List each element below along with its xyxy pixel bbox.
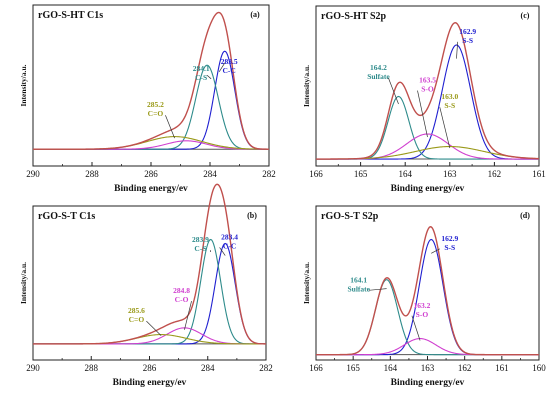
peak-arrow (456, 41, 458, 59)
component-peak (316, 44, 539, 160)
y-axis-label: Intensity/a.u. (302, 262, 311, 304)
x-tick-label: 290 (26, 169, 40, 179)
x-tick-label: 282 (259, 363, 273, 373)
peak-label-bond: C-C (223, 241, 236, 250)
y-axis-label: Intensity/a.u. (302, 65, 311, 107)
peak-arrow (368, 288, 387, 291)
x-tick-label: 162 (488, 169, 502, 179)
x-axis-label: Binding energy/ev (391, 378, 465, 388)
peak-label-bond: C-S (195, 73, 207, 82)
component-peak (33, 334, 266, 345)
envelope-curve (33, 11, 270, 150)
peak-arrow (219, 247, 226, 256)
peak-label-value: 285.6 (128, 306, 145, 315)
peak-label-value: 164.1 (350, 275, 367, 284)
x-tick-label: 166 (309, 169, 323, 179)
peak-label-bond: C=O (148, 109, 164, 118)
panel-letter: (c) (521, 11, 530, 20)
x-tick-label: 164 (398, 169, 412, 179)
peak-arrow (184, 300, 192, 330)
peak-arrow (411, 315, 421, 341)
peak-label-bond: S-S (444, 101, 455, 110)
peak-label-value: 163.0 (441, 92, 458, 101)
x-tick-label: 288 (85, 169, 99, 179)
x-axis-label: Binding energy/ev (391, 184, 465, 194)
peak-label-bond: S-O (416, 310, 429, 319)
peak-label-value: 283.5 (221, 57, 238, 66)
envelope-curve (316, 21, 540, 160)
x-tick-label: 160 (532, 363, 546, 373)
x-tick-label: 163 (421, 363, 435, 373)
x-tick-label: 165 (354, 169, 368, 179)
panel-title: rGO-S-T S2p (321, 211, 379, 222)
y-axis-label: Intensity/a.u. (19, 64, 28, 106)
peak-label-bond: C-C (223, 66, 236, 75)
panel-title: rGO-S-HT S2p (321, 11, 387, 22)
peak-arrow (218, 62, 226, 72)
component-peak (316, 95, 539, 160)
peak-label-value: 285.2 (147, 100, 164, 109)
peak-label-value: 163.5 (419, 76, 436, 85)
envelope-curve (33, 183, 267, 345)
peak-arrow (417, 90, 428, 138)
x-tick-label: 166 (309, 363, 323, 373)
panel-title: rGO-S-HT C1s (38, 10, 103, 21)
panel-letter: (b) (247, 211, 257, 220)
x-tick-label: 288 (85, 363, 99, 373)
x-tick-label: 161 (532, 169, 546, 179)
x-tick-label: 284 (201, 363, 215, 373)
x-tick-label: 165 (346, 363, 360, 373)
x-tick-label: 286 (143, 363, 157, 373)
x-tick-label: 163 (443, 169, 457, 179)
x-tick-label: 290 (26, 363, 40, 373)
peak-label-value: 284.1 (193, 64, 210, 73)
component-peak (33, 238, 266, 345)
x-axis-label: Binding energy/ev (114, 184, 188, 194)
panel-d: 166 165 164 163 162 161 160 Binding energy/ev In… (302, 205, 546, 388)
peak-arrow (431, 248, 440, 254)
x-axis-label: Binding energy/ev (113, 378, 187, 388)
component-peak (33, 242, 267, 345)
x-tick-label: 162 (458, 363, 472, 373)
plot-frame (32, 205, 267, 361)
peak-label-value: 283.4 (221, 232, 238, 241)
component-peak (316, 238, 539, 356)
peak-label-bond: Sulfate (347, 284, 370, 293)
peak-label-value: 283.9 (192, 235, 209, 244)
panel-c: 166 165 164 163 162 161 Binding energy/ev Inten… (302, 5, 546, 194)
x-tick-label: 282 (262, 169, 276, 179)
envelope-curve (316, 226, 539, 356)
peak-arrow (388, 77, 399, 105)
y-axis-label: Intensity/a.u. (19, 262, 28, 304)
panel-letter: (d) (520, 211, 530, 220)
peak-label-bond: C-O (175, 295, 189, 304)
peak-label-value: 162.9 (459, 27, 476, 36)
peak-label-bond: C=O (129, 315, 145, 324)
panel-b: 290 288 286 284 282 Binding energy/ev Intensit… (19, 183, 273, 388)
peak-arrow (439, 107, 451, 149)
panel-letter: (a) (250, 10, 260, 19)
peak-label-value: 164.2 (370, 63, 387, 72)
peak-arrow (206, 75, 212, 80)
peak-label-bond: Sulfate (367, 72, 390, 81)
peak-label-value: 284.8 (173, 286, 190, 295)
x-tick-label: 164 (384, 363, 398, 373)
peak-label-value: 163.2 (413, 301, 430, 310)
peak-label-bond: S-S (444, 243, 455, 252)
peak-label-bond: C-S (194, 244, 206, 253)
peak-label-value: 162.9 (441, 234, 458, 243)
peak-label-bond: S-O (421, 85, 434, 94)
peak-label-bond: S-S (462, 36, 473, 45)
panel-title: rGO-S-T C1s (38, 211, 95, 222)
peak-arrow (146, 320, 162, 336)
x-tick-label: 284 (203, 169, 217, 179)
panel-a: 290 288 286 284 282 Binding energy/ev Intensit… (19, 4, 276, 194)
x-tick-label: 161 (495, 363, 509, 373)
peak-arrow (165, 115, 175, 139)
x-tick-label: 286 (144, 169, 158, 179)
component-peak (316, 338, 539, 356)
